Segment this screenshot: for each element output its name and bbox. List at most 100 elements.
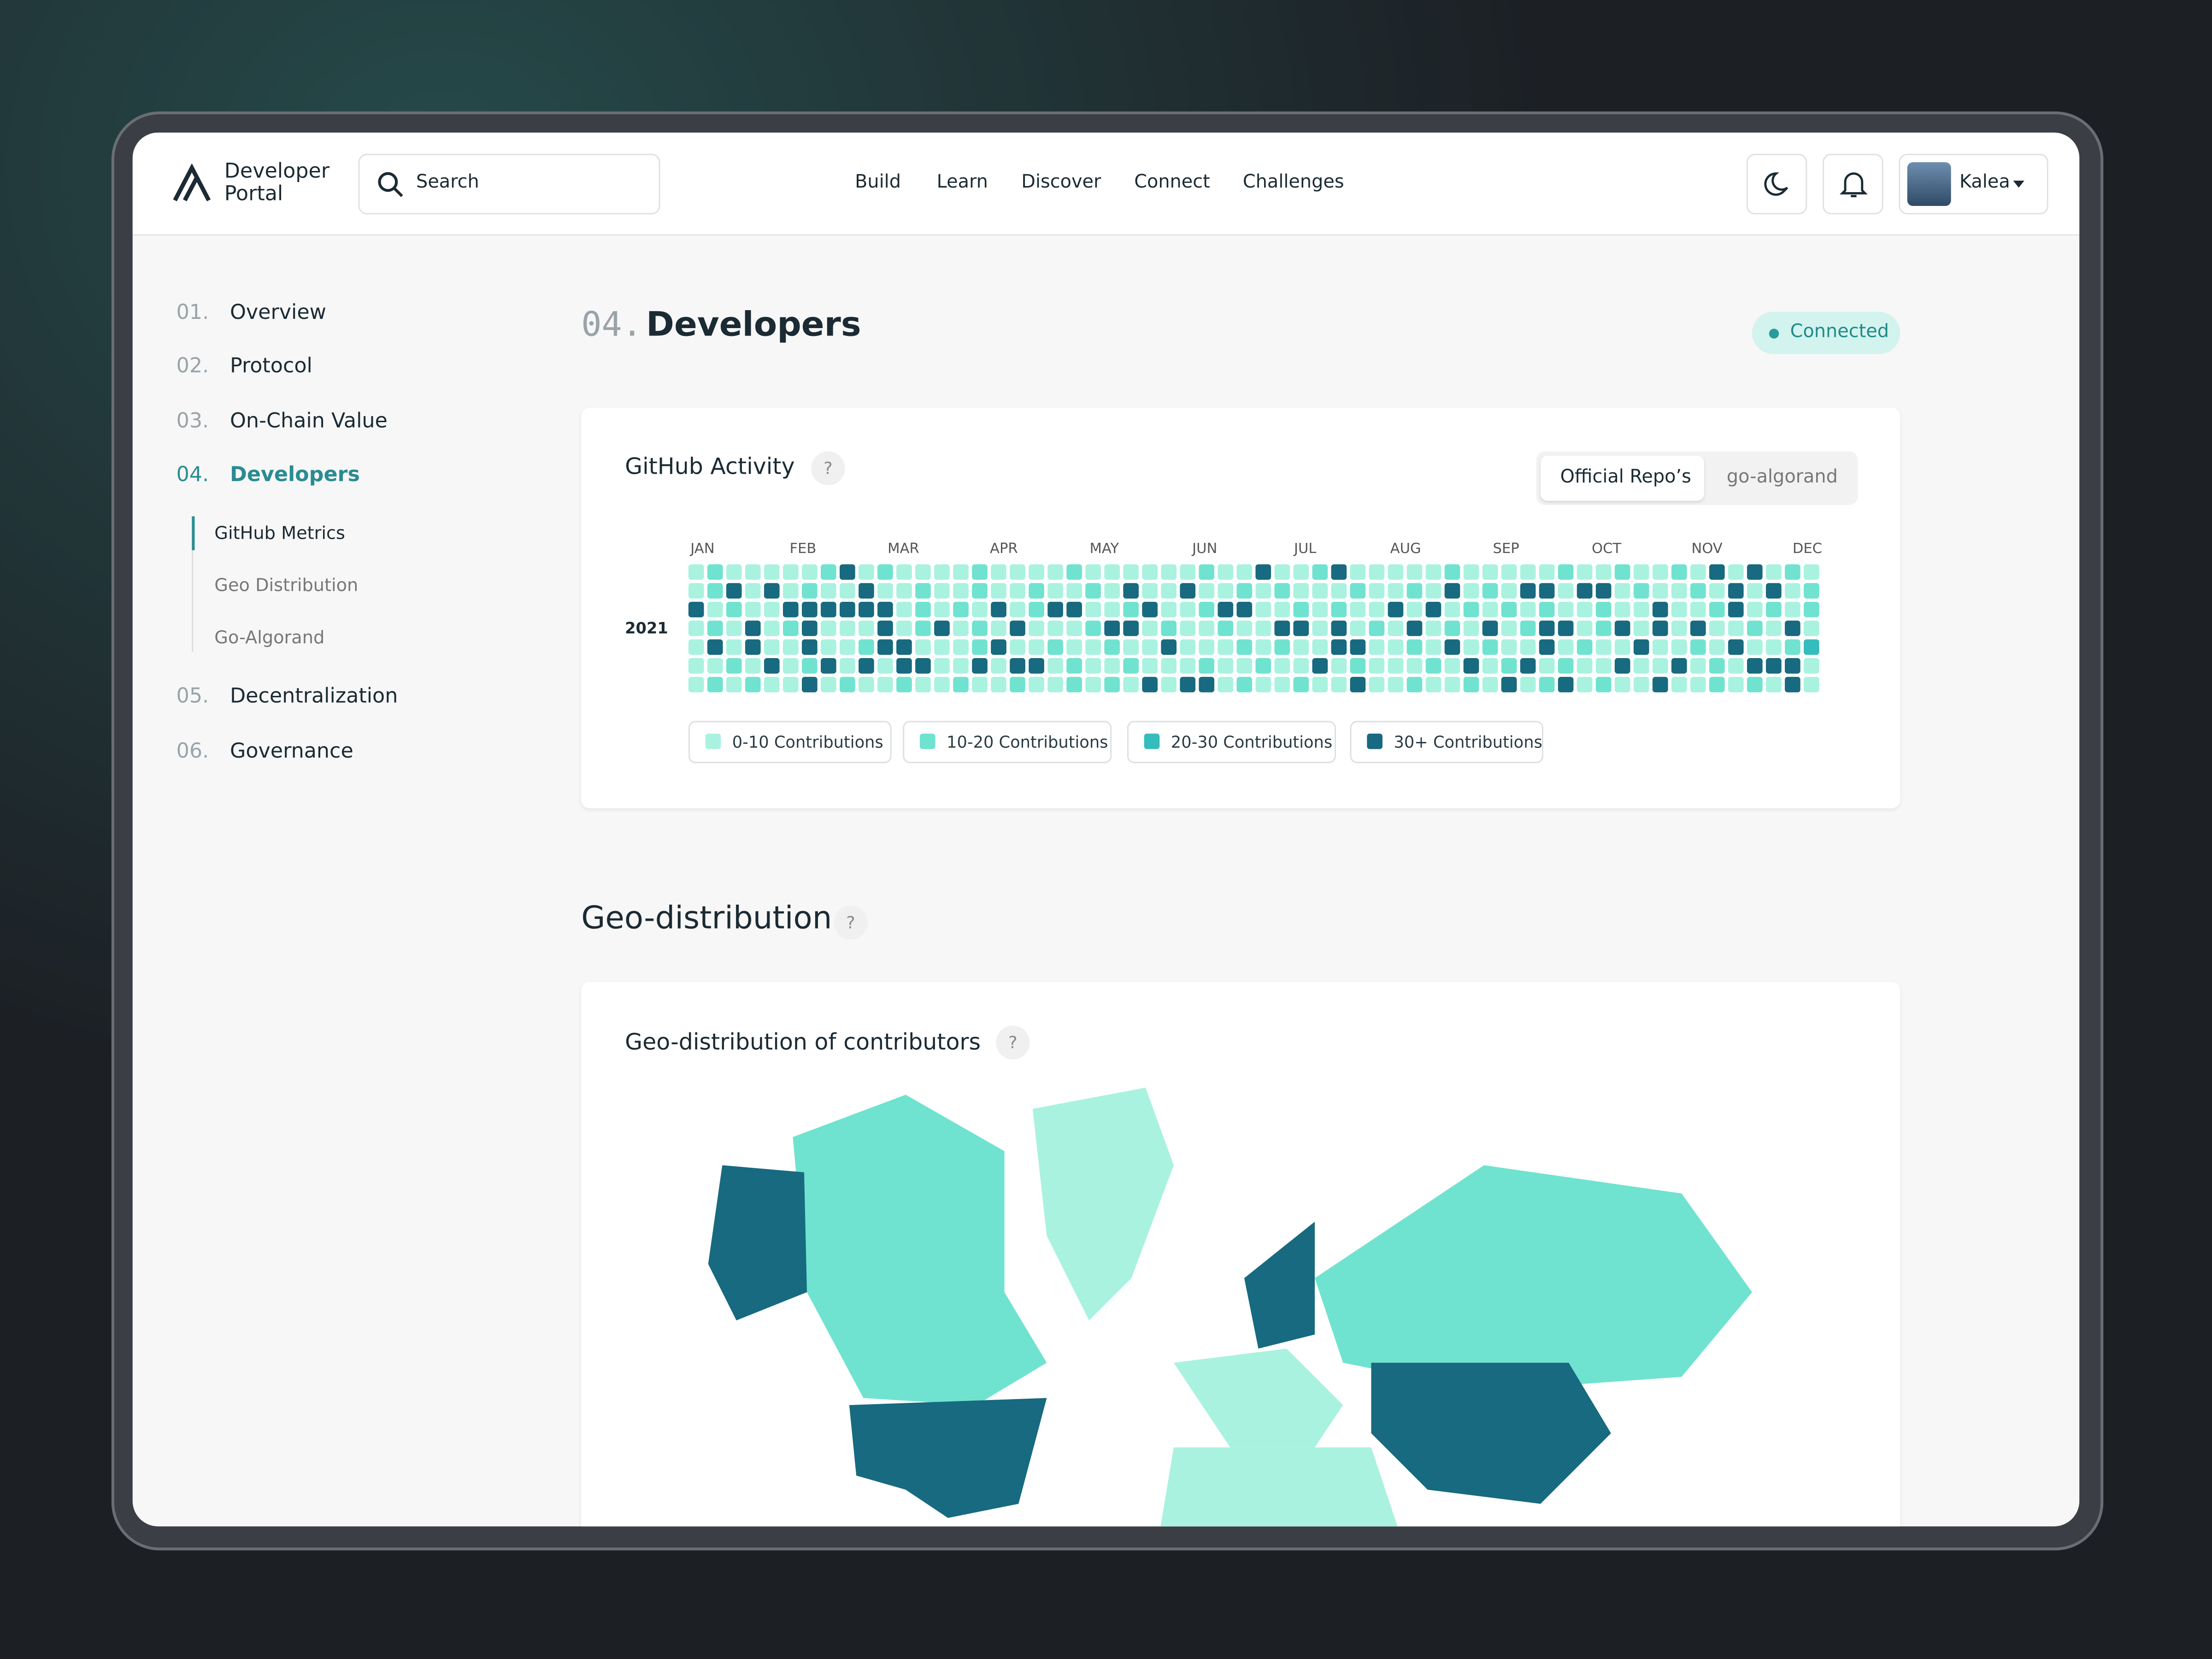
activity-cell	[1142, 658, 1158, 674]
month-label: OCT	[1592, 541, 1621, 557]
activity-cell	[1066, 601, 1082, 618]
activity-cell	[1199, 583, 1215, 599]
activity-cell	[991, 583, 1006, 599]
activity-cell	[801, 620, 818, 636]
activity-cell	[972, 583, 988, 599]
activity-cell	[991, 564, 1006, 580]
activity-cell	[1010, 583, 1025, 599]
activity-cell	[1804, 583, 1819, 599]
activity-cell	[1577, 639, 1593, 655]
activity-cell	[877, 601, 893, 618]
activity-cell	[1709, 583, 1725, 599]
activity-cell	[1595, 601, 1612, 618]
activity-cell	[1690, 658, 1706, 674]
nav-link[interactable]: Connect	[1134, 172, 1210, 194]
notifications-button[interactable]	[1823, 153, 1883, 215]
search-box[interactable]: Search	[358, 153, 660, 215]
activity-cell	[1010, 564, 1025, 580]
nav-item[interactable]: Protocol	[229, 355, 312, 378]
activity-cell	[1804, 677, 1819, 693]
activity-cell	[726, 564, 742, 580]
activity-cell	[1577, 658, 1593, 674]
theme-button[interactable]	[1746, 153, 1807, 215]
activity-cell	[1501, 564, 1517, 580]
activity-cell	[1085, 601, 1101, 618]
nav-item[interactable]: Developers	[229, 464, 360, 487]
activity-cell	[707, 564, 723, 580]
logo-line: Developer	[224, 160, 330, 183]
sub-nav-item[interactable]: Geo Distribution	[214, 574, 359, 595]
nav-item[interactable]: Governance	[229, 741, 353, 764]
nav-link[interactable]: Build	[855, 172, 901, 194]
activity-cell	[1406, 583, 1423, 599]
activity-cell	[821, 677, 836, 693]
activity-cell	[1482, 658, 1498, 674]
activity-cell	[1785, 658, 1800, 674]
activity-cell	[1539, 658, 1555, 674]
activity-cell	[1804, 620, 1819, 636]
search-icon	[378, 172, 403, 197]
activity-cell	[801, 677, 818, 693]
geo-card: Geo-distribution of contributors ?	[581, 982, 1900, 1527]
activity-cell	[1425, 601, 1441, 618]
activity-cell	[840, 620, 855, 636]
activity-cell	[915, 601, 931, 618]
activity-cell	[707, 620, 723, 636]
activity-cell	[1255, 639, 1271, 655]
nav-link[interactable]: Challenges	[1242, 172, 1344, 194]
activity-cell	[1293, 658, 1309, 674]
activity-cell	[1444, 677, 1460, 693]
sub-nav-item[interactable]: Go-Algorand	[214, 626, 325, 648]
activity-cell	[859, 564, 874, 580]
sub-nav-item[interactable]: GitHub Metrics	[214, 522, 345, 543]
activity-cell	[1123, 620, 1139, 636]
nav-item[interactable]: Decentralization	[229, 685, 398, 708]
tab[interactable]: go-algorand	[1726, 467, 1838, 488]
help-icon[interactable]: ?	[834, 906, 868, 940]
activity-cell	[1331, 601, 1347, 618]
activity-cell	[1350, 677, 1366, 693]
month-label: FEB	[789, 541, 816, 557]
activity-cell	[1123, 658, 1139, 674]
activity-cell	[1671, 677, 1687, 693]
activity-cell	[1161, 639, 1177, 655]
activity-cell	[1539, 620, 1555, 636]
activity-cell	[1180, 564, 1196, 580]
activity-cell	[1293, 583, 1309, 599]
activity-cell	[1406, 677, 1423, 693]
nav-link[interactable]: Discover	[1021, 172, 1101, 194]
activity-cell	[1274, 658, 1290, 674]
activity-cell	[1047, 639, 1063, 655]
nav-item[interactable]: On-Chain Value	[229, 410, 388, 433]
activity-cell	[1085, 583, 1101, 599]
user-menu[interactable]: Kalea	[1899, 153, 2048, 215]
activity-cell	[1747, 564, 1763, 580]
activity-cell	[801, 601, 818, 618]
activity-cell	[1010, 677, 1025, 693]
month-label: JUL	[1293, 541, 1317, 557]
activity-cell	[1463, 601, 1479, 618]
activity-cell	[1766, 583, 1782, 599]
activity-cell	[1482, 583, 1498, 599]
activity-cell	[688, 677, 704, 693]
activity-cell	[991, 658, 1006, 674]
activity-cell	[1595, 677, 1612, 693]
nav-link[interactable]: Learn	[936, 172, 988, 194]
month-label: MAY	[1089, 541, 1119, 557]
nav-item[interactable]: Overview	[229, 302, 326, 325]
activity-cell	[1766, 639, 1782, 655]
activity-cell	[896, 564, 912, 580]
tab[interactable]: Official Repo’s	[1560, 467, 1691, 488]
help-icon[interactable]: ?	[811, 451, 845, 486]
activity-cell	[764, 564, 780, 580]
activity-cell	[821, 620, 836, 636]
activity-cell	[782, 620, 799, 636]
section-number: 04.	[581, 305, 642, 344]
alaska	[708, 1165, 807, 1321]
activity-cell	[1350, 601, 1366, 618]
activity-cell	[1369, 620, 1385, 636]
activity-cell	[859, 620, 874, 636]
activity-cell	[1766, 564, 1782, 580]
activity-cell	[1425, 564, 1441, 580]
help-icon[interactable]: ?	[996, 1025, 1030, 1059]
